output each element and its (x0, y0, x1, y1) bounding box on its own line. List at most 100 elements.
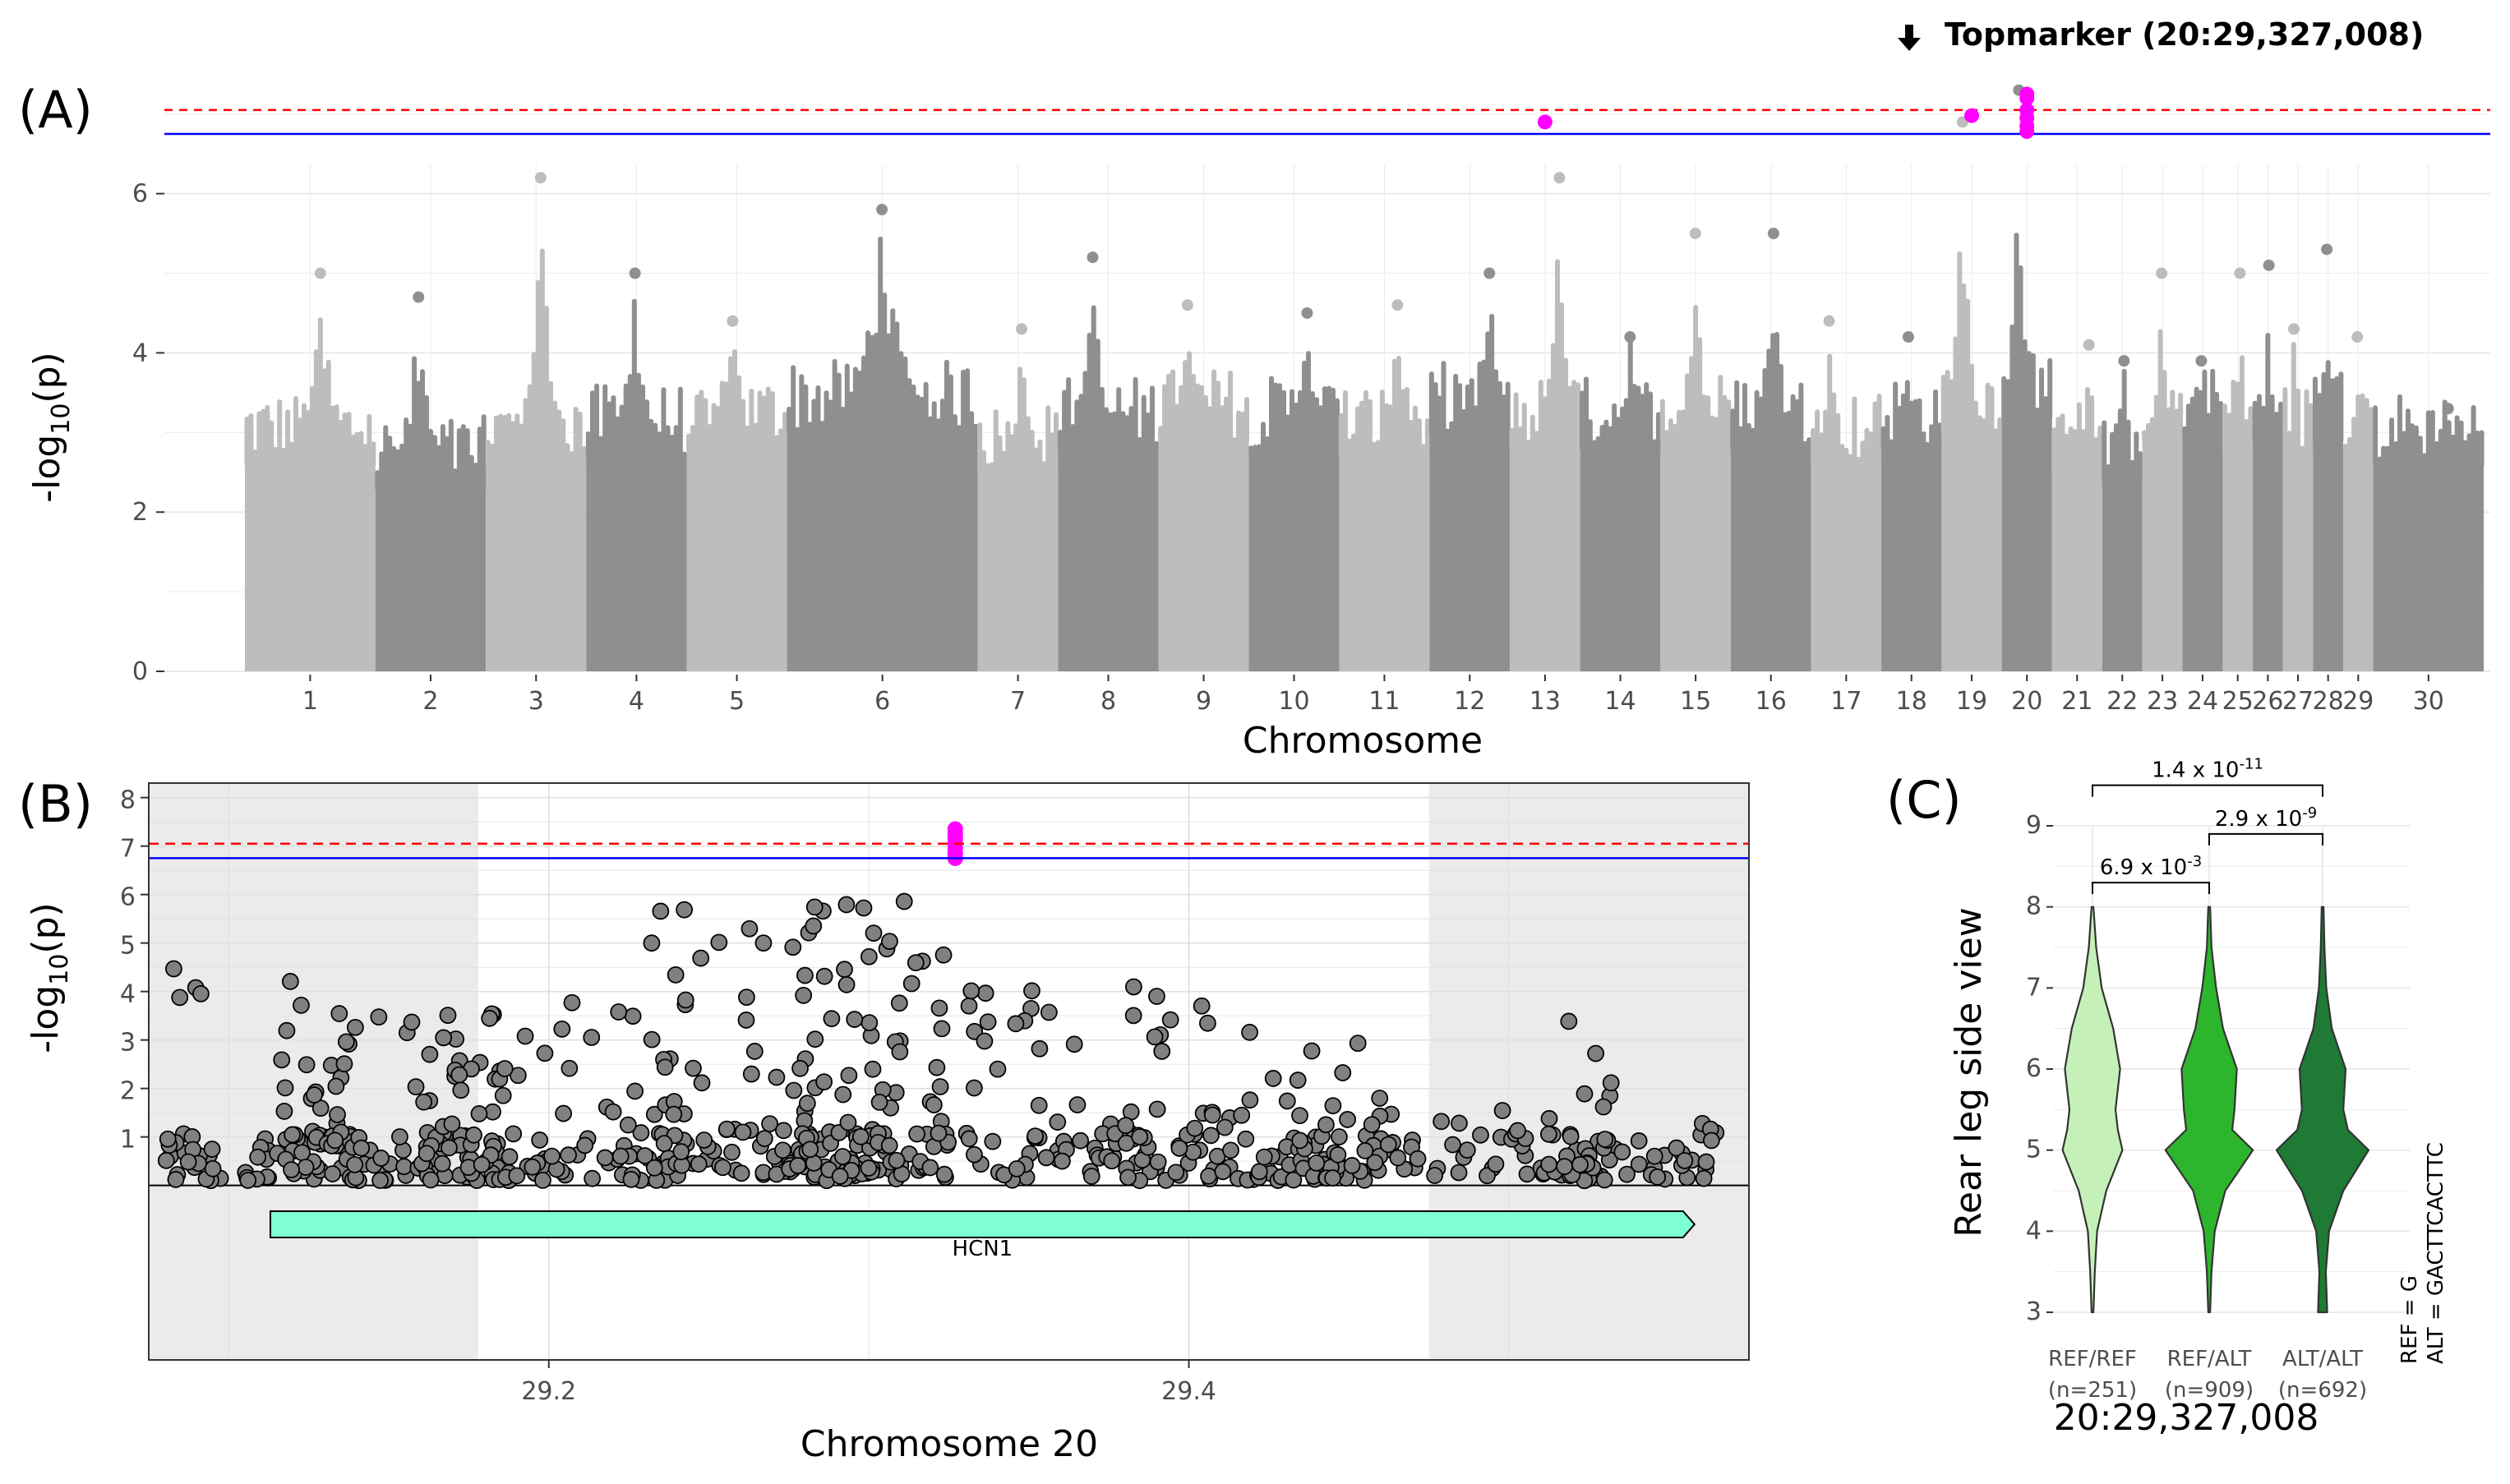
snp-point (298, 1056, 316, 1074)
snp-point (1379, 1136, 1397, 1154)
category-count: (n=909) (2165, 1378, 2254, 1403)
panel-a-y-title: -log10(p) (26, 352, 76, 502)
snp-point (167, 1171, 185, 1188)
snp-point (561, 1059, 579, 1077)
snp-point (774, 1141, 791, 1159)
snp-point (789, 1157, 807, 1174)
panel-a-x-title: Chromosome (1243, 720, 1483, 762)
highlight-point-chr19 (1964, 108, 1980, 123)
violin-ref-alt (2164, 906, 2254, 1314)
peak-point-chr7 (1015, 323, 1027, 335)
snp-point (805, 898, 824, 916)
panel-c-violin: (C) 6.9 x 10-3 2.9 x 10-9 1.4 x 10-11 3 4 5 6… (1886, 756, 2448, 1439)
snp-point (611, 1147, 630, 1165)
snp-point (1356, 1142, 1374, 1159)
snp-point (249, 1148, 267, 1166)
snp-point (1125, 978, 1142, 996)
x-tick-label: 9 (1196, 687, 1211, 716)
chromosome-body-1 (245, 464, 376, 671)
snp-point (159, 1130, 177, 1148)
snp-point (1203, 1106, 1221, 1124)
snp-point (890, 994, 908, 1012)
x-tick-label: 29.2 (521, 1377, 576, 1406)
chromosome-body-27 (2282, 456, 2314, 671)
x-tick-label: 24 (2187, 687, 2218, 716)
snp-point (1433, 1113, 1451, 1131)
snp-point (418, 1145, 436, 1163)
snp-point (1487, 1155, 1505, 1173)
snp-point (934, 946, 953, 964)
snp-point (815, 967, 833, 985)
highlight-point-chr13 (1537, 114, 1553, 130)
peak-point-chr24 (2195, 355, 2208, 367)
panel-c-label: (C) (1886, 770, 1962, 830)
snp-point (738, 989, 755, 1007)
snp-point (1444, 1136, 1461, 1154)
panel-b-y-ticks: 1 2 3 4 5 6 7 8 (120, 786, 149, 1154)
panel-c-y-ticks: 3 4 5 6 7 8 9 (2026, 811, 2053, 1326)
peak-point-chr29 (2351, 331, 2364, 343)
x-tick-label: 16 (1756, 687, 1787, 716)
snp-point (293, 1144, 311, 1162)
panel-c-significance-brackets: 6.9 x 10-3 2.9 x 10-9 1.4 x 10-11 (2092, 756, 2323, 895)
peak-point-chr16 (1767, 228, 1779, 240)
chromosome-body-28 (2313, 440, 2343, 671)
snp-point (632, 1124, 650, 1141)
snp-point (1308, 1154, 1326, 1172)
snp-point (791, 1059, 809, 1077)
chromosome-body-2 (375, 488, 487, 671)
snp-point (1649, 1168, 1667, 1186)
snp-point (1027, 1127, 1044, 1145)
snp-point (692, 949, 710, 967)
snp-point (831, 1168, 849, 1185)
peak-point-chr6 (876, 204, 888, 216)
snp-point (960, 997, 978, 1015)
snp-point (1049, 1113, 1067, 1131)
snp-point (450, 1066, 468, 1084)
chromosome-body-9 (1158, 440, 1249, 671)
snp-point (902, 975, 920, 993)
snp-point (505, 1125, 523, 1143)
snp-point (984, 1132, 1002, 1150)
y-tick-label: 3 (120, 1029, 136, 1058)
snp-point (1285, 1171, 1303, 1189)
shaded-region (149, 783, 479, 1360)
snp-point (560, 1146, 577, 1164)
snp-point (690, 1155, 708, 1173)
y-tick-label: 1 (120, 1126, 136, 1154)
x-tick-label: 26 (2252, 687, 2283, 716)
snp-point (1146, 1028, 1164, 1046)
snp-point (204, 1159, 222, 1178)
chromosome-body-15 (1660, 440, 1731, 671)
y-tick-label: 6 (120, 883, 136, 912)
snp-point (372, 1150, 390, 1167)
snp-point (391, 1128, 408, 1145)
snp-point (645, 1105, 663, 1123)
snp-point (1371, 1090, 1389, 1107)
snp-point (1426, 1167, 1444, 1184)
y-tick-label: 5 (120, 932, 136, 961)
snp-point (1031, 1039, 1049, 1058)
snp-point (1349, 1035, 1367, 1053)
snp-point (695, 1131, 713, 1149)
snp-point (443, 1115, 461, 1133)
y-tick-label: 7 (2026, 973, 2042, 1002)
snp-point (665, 1105, 683, 1123)
snp-point (555, 1104, 572, 1122)
x-tick-label: 13 (1530, 687, 1561, 716)
snp-point (415, 1093, 433, 1111)
snp-point (1040, 1003, 1058, 1021)
snp-point (1278, 1092, 1296, 1110)
snp-point (293, 996, 310, 1014)
topmarker-annotation: Topmarker (20:29,327,008) (1898, 16, 2424, 53)
chromosome-body-24 (2182, 432, 2223, 671)
snp-point (645, 1159, 663, 1177)
chromosome-body-17 (1811, 464, 1882, 671)
chromosome-body-21 (2051, 472, 2102, 671)
snp-point (1065, 1035, 1083, 1053)
snp-point (768, 1068, 786, 1086)
chromosome-body-14 (1580, 448, 1661, 671)
snp-point (1072, 1131, 1090, 1150)
peak-point-chr3 (534, 172, 547, 184)
